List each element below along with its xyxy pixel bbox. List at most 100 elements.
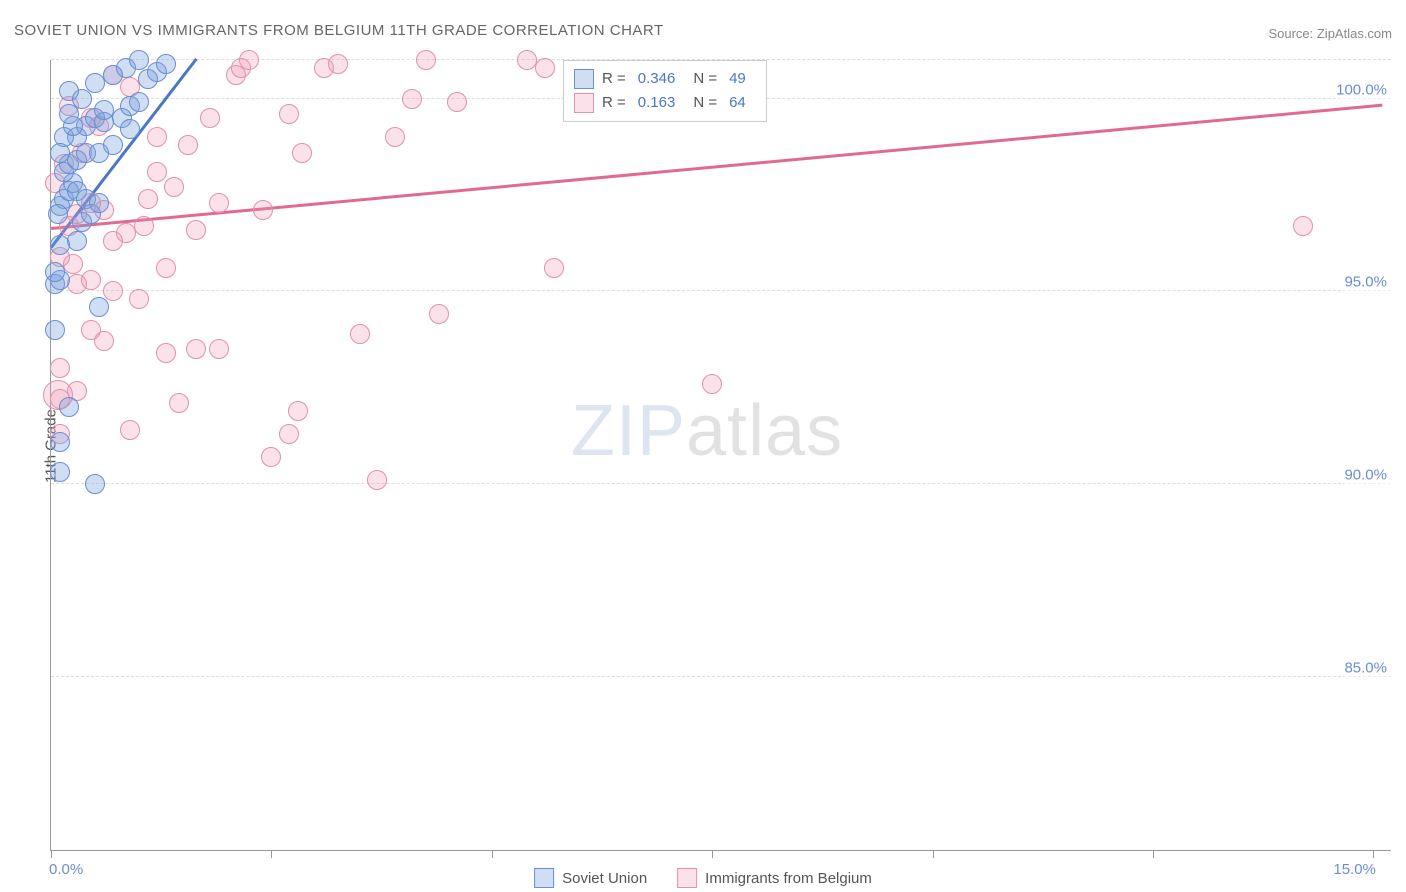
- data-point: [200, 108, 220, 128]
- data-point: [253, 200, 273, 220]
- legend-r-value: 0.346: [638, 67, 676, 91]
- data-point: [186, 220, 206, 240]
- trend-line: [51, 104, 1382, 230]
- swatch-pink: [677, 868, 697, 888]
- data-point: [178, 135, 198, 155]
- plot-area: ZIPatlas 85.0%90.0%95.0%100.0%0.0%15.0%: [50, 60, 1391, 851]
- data-point: [89, 193, 109, 213]
- source-credit: Source: ZipAtlas.com: [1268, 26, 1392, 41]
- data-point: [416, 50, 436, 70]
- gridline-h: [51, 676, 1391, 677]
- x-tick: [712, 850, 713, 858]
- data-point: [59, 104, 79, 124]
- legend-n-label: N =: [693, 91, 717, 115]
- data-point: [239, 50, 259, 70]
- data-point: [50, 462, 70, 482]
- x-tick: [51, 850, 52, 858]
- data-point: [169, 393, 189, 413]
- data-point: [59, 397, 79, 417]
- data-point: [156, 54, 176, 74]
- x-tick: [492, 850, 493, 858]
- data-point: [279, 424, 299, 444]
- y-tick-label: 90.0%: [1344, 466, 1393, 483]
- legend-n-value: 64: [729, 91, 746, 115]
- y-tick-label: 95.0%: [1344, 274, 1393, 291]
- swatch-blue: [534, 868, 554, 888]
- legend-stat-row: R = 0.346 N = 49: [574, 67, 756, 91]
- data-point: [45, 262, 65, 282]
- data-point: [45, 320, 65, 340]
- gridline-h: [51, 290, 1391, 291]
- data-point: [89, 297, 109, 317]
- data-point: [129, 50, 149, 70]
- data-point: [447, 92, 467, 112]
- data-point: [544, 258, 564, 278]
- legend-series: Soviet Union Immigrants from Belgium: [534, 868, 872, 888]
- watermark-zip: ZIP: [571, 391, 686, 471]
- data-point: [209, 339, 229, 359]
- x-tick: [1153, 850, 1154, 858]
- legend-series-label: Immigrants from Belgium: [705, 870, 872, 887]
- data-point: [67, 231, 87, 251]
- data-point: [186, 339, 206, 359]
- data-point: [292, 143, 312, 163]
- data-point: [279, 104, 299, 124]
- data-point: [535, 58, 555, 78]
- data-point: [385, 127, 405, 147]
- data-point: [138, 189, 158, 209]
- data-point: [129, 289, 149, 309]
- x-tick-label: 15.0%: [1333, 861, 1376, 878]
- data-point: [48, 204, 68, 224]
- data-point: [103, 135, 123, 155]
- x-tick-label: 0.0%: [49, 861, 83, 878]
- legend-series-label: Soviet Union: [562, 870, 647, 887]
- y-tick-label: 100.0%: [1336, 81, 1393, 98]
- data-point: [164, 177, 184, 197]
- x-tick: [1373, 850, 1374, 858]
- data-point: [261, 447, 281, 467]
- data-point: [209, 193, 229, 213]
- data-point: [129, 92, 149, 112]
- data-point: [156, 343, 176, 363]
- legend-series-item: Immigrants from Belgium: [677, 868, 872, 888]
- legend-series-item: Soviet Union: [534, 868, 647, 888]
- data-point: [350, 324, 370, 344]
- chart-title: SOVIET UNION VS IMMIGRANTS FROM BELGIUM …: [14, 22, 664, 39]
- data-point: [402, 89, 422, 109]
- legend-n-value: 49: [729, 67, 746, 91]
- data-point: [94, 331, 114, 351]
- swatch-pink: [574, 93, 594, 113]
- data-point: [50, 143, 70, 163]
- source-label: Source:: [1268, 26, 1316, 41]
- watermark-atlas: atlas: [686, 391, 843, 471]
- data-point: [1293, 216, 1313, 236]
- data-point: [328, 54, 348, 74]
- legend-r-value: 0.163: [638, 91, 676, 115]
- data-point: [429, 304, 449, 324]
- y-tick-label: 85.0%: [1344, 659, 1393, 676]
- gridline-h: [51, 483, 1391, 484]
- data-point: [367, 470, 387, 490]
- legend-r-label: R =: [602, 91, 626, 115]
- data-point: [147, 127, 167, 147]
- data-point: [134, 216, 154, 236]
- data-point: [120, 420, 140, 440]
- data-point: [59, 81, 79, 101]
- legend-stat-row: R = 0.163 N = 64: [574, 91, 756, 115]
- legend-stats: R = 0.346 N = 49 R = 0.163 N = 64: [563, 60, 767, 122]
- data-point: [81, 270, 101, 290]
- watermark: ZIPatlas: [571, 390, 843, 472]
- data-point: [120, 119, 140, 139]
- source-link[interactable]: ZipAtlas.com: [1317, 26, 1392, 41]
- x-tick: [271, 850, 272, 858]
- data-point: [85, 474, 105, 494]
- data-point: [50, 432, 70, 452]
- legend-r-label: R =: [602, 67, 626, 91]
- data-point: [288, 401, 308, 421]
- data-point: [156, 258, 176, 278]
- x-tick: [933, 850, 934, 858]
- data-point: [147, 162, 167, 182]
- legend-n-label: N =: [693, 67, 717, 91]
- data-point: [50, 235, 70, 255]
- data-point: [50, 358, 70, 378]
